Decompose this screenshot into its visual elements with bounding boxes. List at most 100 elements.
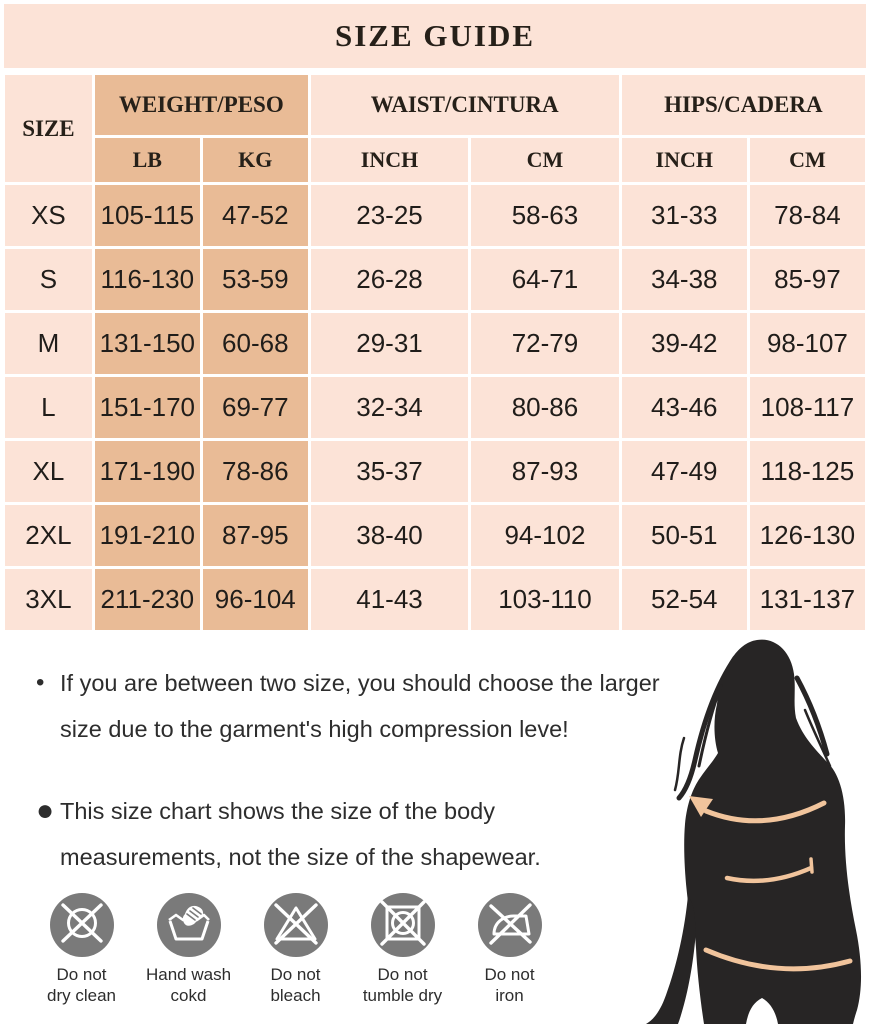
- col-header-size: SIZE: [5, 75, 92, 182]
- col-header-waist: WAIST/CINTURA: [310, 75, 619, 135]
- weight-kg-cell: 69-77: [202, 377, 308, 438]
- table-row: 3XL 211-230 96-104 41-43 103-110 52-54 1…: [5, 569, 865, 630]
- bullet-icon: •: [36, 669, 45, 696]
- waist-measure-line: [724, 857, 814, 884]
- note-line: This size chart shows the size of the bo…: [60, 798, 495, 824]
- table-row: 2XL 191-210 87-95 38-40 94-102 50-51 126…: [5, 505, 865, 566]
- waist-cm-cell: 80-86: [471, 377, 619, 438]
- table-row: XS 105-115 47-52 23-25 58-63 31-33 78-84: [5, 185, 865, 246]
- care-label: Do not bleach: [270, 965, 321, 1005]
- waist-inch-cell: 26-28: [310, 249, 469, 310]
- sizing-notes: • If you are between two size, you shoul…: [36, 660, 660, 880]
- female-back-silhouette: [646, 639, 862, 1024]
- hips-cm-cell: 118-125: [749, 441, 865, 502]
- subheader-lb: LB: [94, 138, 200, 182]
- care-label: Do not dry clean: [47, 965, 116, 1005]
- size-cell: XS: [5, 185, 92, 246]
- note-line: size due to the garment's high compressi…: [60, 716, 569, 742]
- col-header-weight: WEIGHT/PESO: [94, 75, 308, 135]
- care-item-do-not-dry-clean: Do not dry clean: [28, 893, 135, 1006]
- waist-cm-cell: 72-79: [471, 313, 619, 374]
- table-row: S 116-130 53-59 26-28 64-71 34-38 85-97: [5, 249, 865, 310]
- subheader-hips-inch: INCH: [621, 138, 747, 182]
- note-between-sizes: • If you are between two size, you shoul…: [36, 660, 660, 752]
- subheader-kg: KG: [202, 138, 308, 182]
- care-label: Do not tumble dry: [362, 965, 443, 1005]
- waist-cm-cell: 64-71: [471, 249, 619, 310]
- size-cell: S: [5, 249, 92, 310]
- weight-kg-cell: 53-59: [202, 249, 308, 310]
- do-not-tumble-dry-icon: [370, 893, 435, 957]
- weight-lb-cell: 191-210: [94, 505, 200, 566]
- hips-cm-cell: 98-107: [749, 313, 865, 374]
- size-cell: 2XL: [5, 505, 92, 566]
- waist-inch-cell: 41-43: [310, 569, 469, 630]
- table-header: SIZE WEIGHT/PESO WAIST/CINTURA HIPS/CADE…: [5, 75, 865, 182]
- waist-cm-cell: 103-110: [471, 569, 619, 630]
- table-row: L 151-170 69-77 32-34 80-86 43-46 108-11…: [5, 377, 865, 438]
- size-cell: XL: [5, 441, 92, 502]
- waist-inch-cell: 32-34: [310, 377, 469, 438]
- weight-kg-cell: 47-52: [202, 185, 308, 246]
- hips-cm-cell: 131-137: [749, 569, 865, 630]
- size-cell: 3XL: [5, 569, 92, 630]
- care-label: Do not iron: [484, 965, 535, 1005]
- care-item-hand-wash: Hand wash cokd: [135, 893, 242, 1006]
- col-header-hips: HIPS/CADERA: [621, 75, 865, 135]
- hips-cm-cell: 85-97: [749, 249, 865, 310]
- weight-lb-cell: 105-115: [94, 185, 200, 246]
- care-instructions: Do not dry clean Hand wash cokd Do not blea…: [28, 893, 563, 1006]
- care-label: Hand wash cokd: [145, 965, 232, 1005]
- do-not-dry-clean-icon: [49, 893, 114, 957]
- bullet-icon: ●: [36, 794, 55, 827]
- hips-inch-cell: 39-42: [621, 313, 747, 374]
- hips-cm-cell: 126-130: [749, 505, 865, 566]
- note-line: measurements, not the size of the shapew…: [60, 844, 541, 870]
- hips-inch-cell: 47-49: [621, 441, 747, 502]
- weight-lb-cell: 116-130: [94, 249, 200, 310]
- waist-inch-cell: 38-40: [310, 505, 469, 566]
- hips-inch-cell: 43-46: [621, 377, 747, 438]
- note-line: If you are between two size, you should …: [60, 670, 660, 696]
- body-silhouette-figure: [600, 620, 870, 1024]
- waist-cm-cell: 58-63: [471, 185, 619, 246]
- size-guide-table: SIZE WEIGHT/PESO WAIST/CINTURA HIPS/CADE…: [2, 72, 868, 633]
- weight-lb-cell: 211-230: [94, 569, 200, 630]
- waist-cm-cell: 94-102: [471, 505, 619, 566]
- care-item-do-not-tumble-dry: Do not tumble dry: [349, 893, 456, 1006]
- weight-kg-cell: 60-68: [202, 313, 308, 374]
- do-not-bleach-icon: [263, 893, 328, 957]
- care-item-do-not-bleach: Do not bleach: [242, 893, 349, 1006]
- hips-inch-cell: 52-54: [621, 569, 747, 630]
- weight-lb-cell: 151-170: [94, 377, 200, 438]
- hips-cm-cell: 108-117: [749, 377, 865, 438]
- weight-lb-cell: 171-190: [94, 441, 200, 502]
- hair-strand: [676, 655, 738, 801]
- weight-kg-cell: 96-104: [202, 569, 308, 630]
- hips-inch-cell: 34-38: [621, 249, 747, 310]
- hips-inch-cell: 50-51: [621, 505, 747, 566]
- waist-inch-cell: 23-25: [310, 185, 469, 246]
- table-row: M 131-150 60-68 29-31 72-79 39-42 98-107: [5, 313, 865, 374]
- title-banner: SIZE GUIDE: [4, 4, 866, 68]
- weight-lb-cell: 131-150: [94, 313, 200, 374]
- table-row: XL 171-190 78-86 35-37 87-93 47-49 118-1…: [5, 441, 865, 502]
- subheader-hips-cm: CM: [749, 138, 865, 182]
- bust-measure-arrow: [689, 796, 827, 824]
- waist-cm-cell: 87-93: [471, 441, 619, 502]
- size-table-body: XS 105-115 47-52 23-25 58-63 31-33 78-84…: [5, 185, 865, 630]
- do-not-iron-icon: [477, 893, 542, 957]
- hand-wash-icon: [156, 893, 221, 957]
- subheader-waist-cm: CM: [471, 138, 619, 182]
- page-title: SIZE GUIDE: [334, 18, 536, 53]
- hip-measure-line: [703, 947, 853, 972]
- weight-kg-cell: 87-95: [202, 505, 308, 566]
- size-cell: L: [5, 377, 92, 438]
- hips-inch-cell: 31-33: [621, 185, 747, 246]
- hips-cm-cell: 78-84: [749, 185, 865, 246]
- waist-inch-cell: 35-37: [310, 441, 469, 502]
- care-item-do-not-iron: Do not iron: [456, 893, 563, 1006]
- note-body-measurements: ● This size chart shows the size of the …: [36, 788, 648, 880]
- weight-kg-cell: 78-86: [202, 441, 308, 502]
- subheader-waist-inch: INCH: [310, 138, 469, 182]
